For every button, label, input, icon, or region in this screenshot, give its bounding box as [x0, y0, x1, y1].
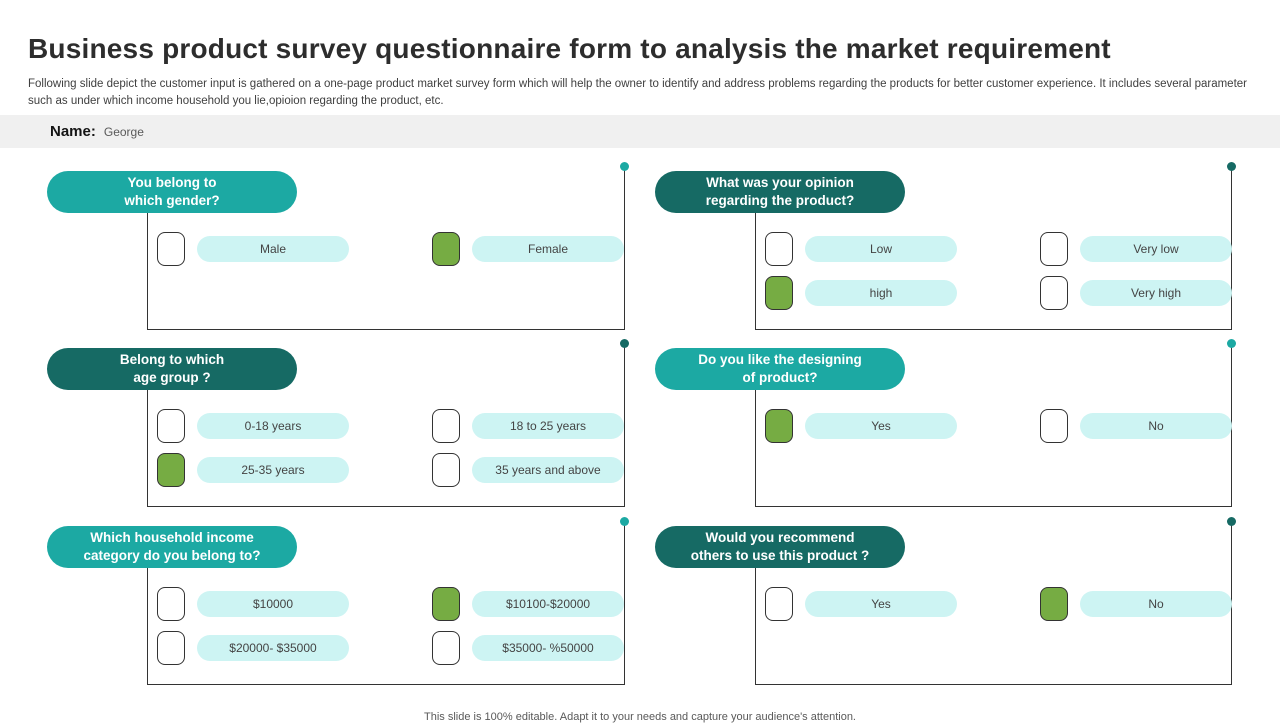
- checkbox-35-years-above[interactable]: [432, 453, 460, 487]
- option-recommend-yes: Yes: [765, 587, 957, 621]
- question-text-line2: of product?: [742, 370, 818, 385]
- option-label-18-25-years: 18 to 25 years: [472, 413, 624, 439]
- question-text-line1: Do you like the designing: [698, 351, 862, 367]
- option-recommend-no: No: [1040, 587, 1232, 621]
- option-label-35-years-above: 35 years and above: [472, 457, 624, 483]
- checkbox-recommend-no[interactable]: [1040, 587, 1068, 621]
- block-outline-left: [147, 568, 148, 684]
- question-pill-age-group: Belong to which age group ?: [47, 348, 297, 390]
- option-income-35000-50000: $35000- %50000: [432, 631, 624, 665]
- option-label-25-35-years: 25-35 years: [197, 457, 349, 483]
- question-text-line1: Would you recommend: [705, 529, 855, 545]
- question-text-line1: You belong to: [127, 174, 217, 190]
- connector-dot: [1227, 339, 1236, 348]
- option-very-low: Very low: [1040, 232, 1232, 266]
- checkbox-0-18-years[interactable]: [157, 409, 185, 443]
- block-outline: [147, 521, 625, 685]
- question-block-gender: You belong to which gender? Male Female: [47, 162, 629, 366]
- option-label-female: Female: [472, 236, 624, 262]
- footer-note: This slide is 100% editable. Adapt it to…: [424, 711, 856, 723]
- option-female: Female: [432, 232, 624, 266]
- checkbox-very-low[interactable]: [1040, 232, 1068, 266]
- option-label-designing-no: No: [1080, 413, 1232, 439]
- option-low: Low: [765, 232, 957, 266]
- option-label-income-10100-20000: $10100-$20000: [472, 591, 624, 617]
- option-label-recommend-yes: Yes: [805, 591, 957, 617]
- name-label: Name:: [50, 123, 96, 140]
- question-text-line2: category do you belong to?: [83, 548, 261, 563]
- block-outline-left: [147, 213, 148, 329]
- block-outline-left: [755, 213, 756, 329]
- question-text-line2: which gender?: [124, 193, 220, 208]
- question-pill-designing: Do you like the designing of product?: [655, 348, 905, 390]
- option-label-income-10000: $10000: [197, 591, 349, 617]
- checkbox-25-35-years[interactable]: [157, 453, 185, 487]
- question-block-opinion: What was your opinion regarding the prod…: [655, 162, 1236, 366]
- checkbox-designing-yes[interactable]: [765, 409, 793, 443]
- option-label-recommend-no: No: [1080, 591, 1232, 617]
- option-18-25-years: 18 to 25 years: [432, 409, 624, 443]
- checkbox-male[interactable]: [157, 232, 185, 266]
- option-income-20000-35000: $20000- $35000: [157, 631, 349, 665]
- question-block-age-group: Belong to which age group ? 0-18 years 1…: [47, 339, 629, 543]
- question-pill-income: Which household income category do you b…: [47, 526, 297, 568]
- block-outline: [147, 343, 625, 507]
- option-label-designing-yes: Yes: [805, 413, 957, 439]
- option-income-10000: $10000: [157, 587, 349, 621]
- question-block-designing: Do you like the designing of product? Ye…: [655, 339, 1236, 543]
- slide-description: Following slide depict the customer inpu…: [28, 77, 1247, 107]
- block-outline-left: [755, 568, 756, 684]
- question-block-income: Which household income category do you b…: [47, 517, 629, 721]
- connector-dot: [620, 517, 629, 526]
- question-text-line2: age group ?: [133, 370, 211, 385]
- option-very-high: Very high: [1040, 276, 1232, 310]
- question-text-line2: others to use this product ?: [690, 548, 870, 563]
- connector-dot: [1227, 517, 1236, 526]
- question-block-recommend: Would you recommend others to use this p…: [655, 517, 1236, 721]
- question-text-line1: Which household income: [90, 529, 254, 545]
- question-text-line1: What was your opinion: [706, 174, 854, 190]
- checkbox-female[interactable]: [432, 232, 460, 266]
- question-text-line1: Belong to which: [119, 351, 225, 367]
- option-label-high: high: [805, 280, 957, 306]
- option-designing-yes: Yes: [765, 409, 957, 443]
- checkbox-18-25-years[interactable]: [432, 409, 460, 443]
- name-bar: Name: George: [0, 115, 1280, 148]
- page-title: Business product survey questionnaire fo…: [28, 32, 1111, 64]
- option-label-very-high: Very high: [1080, 280, 1232, 306]
- question-pill-gender: You belong to which gender?: [47, 171, 297, 213]
- checkbox-very-high[interactable]: [1040, 276, 1068, 310]
- option-label-very-low: Very low: [1080, 236, 1232, 262]
- checkbox-income-35000-50000[interactable]: [432, 631, 460, 665]
- option-male: Male: [157, 232, 349, 266]
- connector-dot: [620, 339, 629, 348]
- checkbox-designing-no[interactable]: [1040, 409, 1068, 443]
- option-label-low: Low: [805, 236, 957, 262]
- connector-dot: [620, 162, 629, 171]
- option-35-years-above: 35 years and above: [432, 453, 624, 487]
- option-label-income-20000-35000: $20000- $35000: [197, 635, 349, 661]
- option-high: high: [765, 276, 957, 310]
- question-text-line2: regarding the product?: [705, 193, 855, 208]
- connector-dot: [1227, 162, 1236, 171]
- option-0-18-years: 0-18 years: [157, 409, 349, 443]
- question-pill-recommend: Would you recommend others to use this p…: [655, 526, 905, 568]
- name-value[interactable]: George: [103, 124, 144, 139]
- option-label-male: Male: [197, 236, 349, 262]
- checkbox-high[interactable]: [765, 276, 793, 310]
- option-label-income-35000-50000: $35000- %50000: [472, 635, 624, 661]
- checkbox-low[interactable]: [765, 232, 793, 266]
- block-outline-left: [147, 390, 148, 506]
- option-designing-no: No: [1040, 409, 1232, 443]
- option-income-10100-20000: $10100-$20000: [432, 587, 624, 621]
- block-outline-left: [755, 390, 756, 506]
- checkbox-income-10000[interactable]: [157, 587, 185, 621]
- block-outline: [147, 166, 625, 330]
- option-label-0-18-years: 0-18 years: [197, 413, 349, 439]
- checkbox-income-10100-20000[interactable]: [432, 587, 460, 621]
- option-25-35-years: 25-35 years: [157, 453, 349, 487]
- checkbox-income-20000-35000[interactable]: [157, 631, 185, 665]
- question-pill-opinion: What was your opinion regarding the prod…: [655, 171, 905, 213]
- checkbox-recommend-yes[interactable]: [765, 587, 793, 621]
